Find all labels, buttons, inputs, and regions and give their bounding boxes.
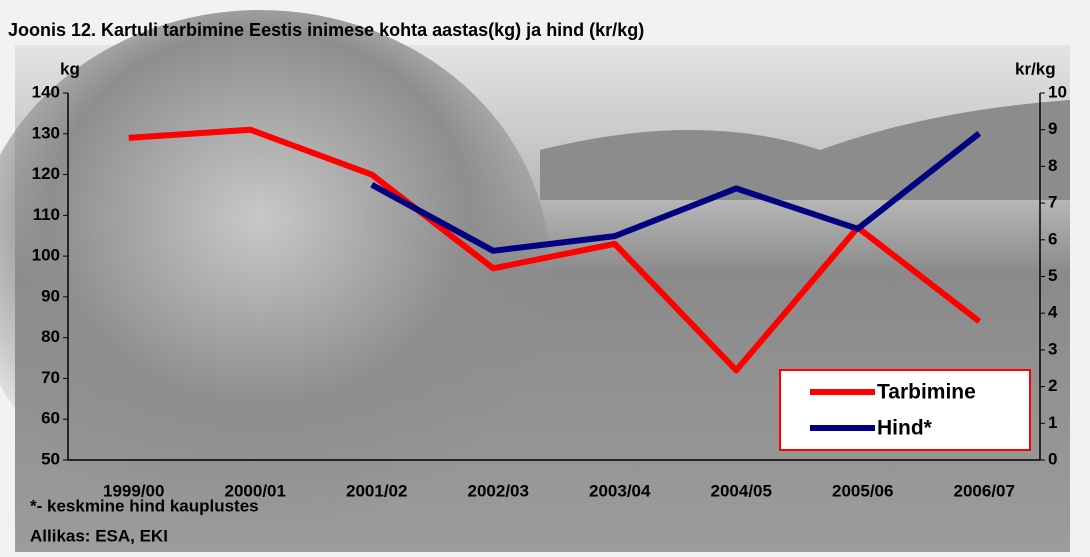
x-tick-label: 2002/03 <box>468 481 529 500</box>
series-line <box>370 131 982 254</box>
y2-tick-label: 3 <box>1048 339 1057 358</box>
y-tick-label: 70 <box>41 368 60 387</box>
hills <box>540 100 1070 200</box>
y2-tick-label: 1 <box>1048 413 1057 432</box>
y-tick-label: 110 <box>33 205 60 224</box>
y-tick-label: 120 <box>32 164 60 183</box>
chart-title: Joonis 12. Kartuli tarbimine Eestis inim… <box>8 20 644 40</box>
x-tick-label: 1999/00 <box>103 481 164 500</box>
x-tick-label: 2005/06 <box>832 481 893 500</box>
footnote: *- keskmine hind kauplustes <box>30 496 259 515</box>
y2-tick-label: 5 <box>1048 266 1057 285</box>
y2-tick-label: 10 <box>1048 82 1067 101</box>
y-tick-label: 130 <box>32 123 60 142</box>
x-tick-label: 2000/01 <box>225 481 286 500</box>
y-tick-label: 50 <box>41 449 60 468</box>
source: Allikas: ESA, EKI <box>30 526 168 545</box>
y-axis-label: kg <box>60 59 80 78</box>
y2-axis-label: kr/kg <box>1015 59 1056 78</box>
y2-tick-label: 7 <box>1048 193 1057 212</box>
y2-tick-label: 4 <box>1048 303 1058 322</box>
y-tick-label: 100 <box>32 246 60 265</box>
y2-tick-label: 2 <box>1048 376 1057 395</box>
legend-label: Hind* <box>877 417 933 440</box>
series-line <box>128 126 982 374</box>
x-tick-label: 2006/07 <box>954 481 1015 500</box>
x-tick-label: 2004/05 <box>711 481 772 500</box>
x-tick-label: 2003/04 <box>589 481 651 500</box>
y2-tick-label: 9 <box>1048 119 1057 138</box>
y-tick-label: 140 <box>32 82 60 101</box>
y2-tick-label: 6 <box>1048 229 1057 248</box>
legend-box <box>779 369 1031 451</box>
y-tick-label: 80 <box>41 327 60 346</box>
y2-tick-label: 8 <box>1048 156 1057 175</box>
x-tick-label: 2001/02 <box>346 481 407 500</box>
legend-label: Tarbimine <box>877 381 976 404</box>
y-tick-label: 90 <box>41 286 60 305</box>
y2-tick-label: 0 <box>1048 449 1057 468</box>
y-tick-label: 60 <box>41 409 60 428</box>
legend: Tarbimine Hind* <box>779 369 1031 451</box>
